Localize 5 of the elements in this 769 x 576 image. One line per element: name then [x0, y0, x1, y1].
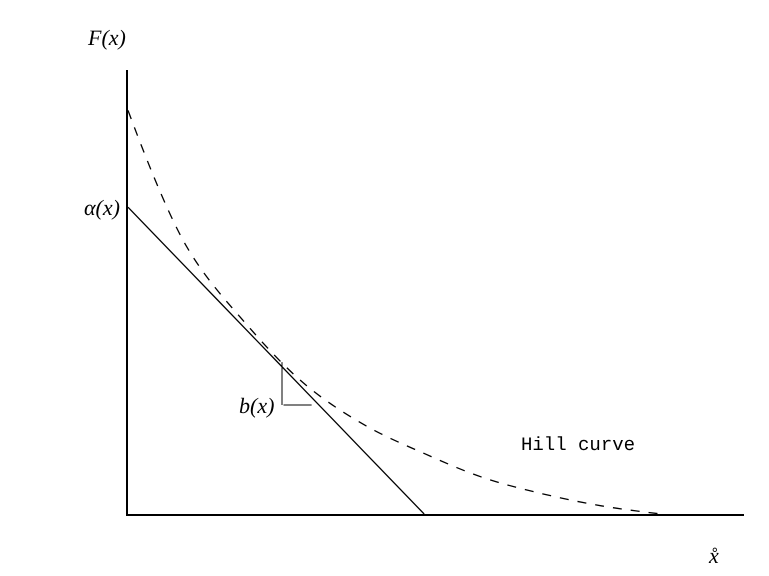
y-axis-title: F(x): [87, 25, 126, 50]
text: α(x): [84, 195, 120, 220]
x-axis-title: x̊: [708, 543, 719, 568]
annotation: b(x): [239, 393, 274, 418]
annotation: Hill curve: [521, 434, 636, 456]
